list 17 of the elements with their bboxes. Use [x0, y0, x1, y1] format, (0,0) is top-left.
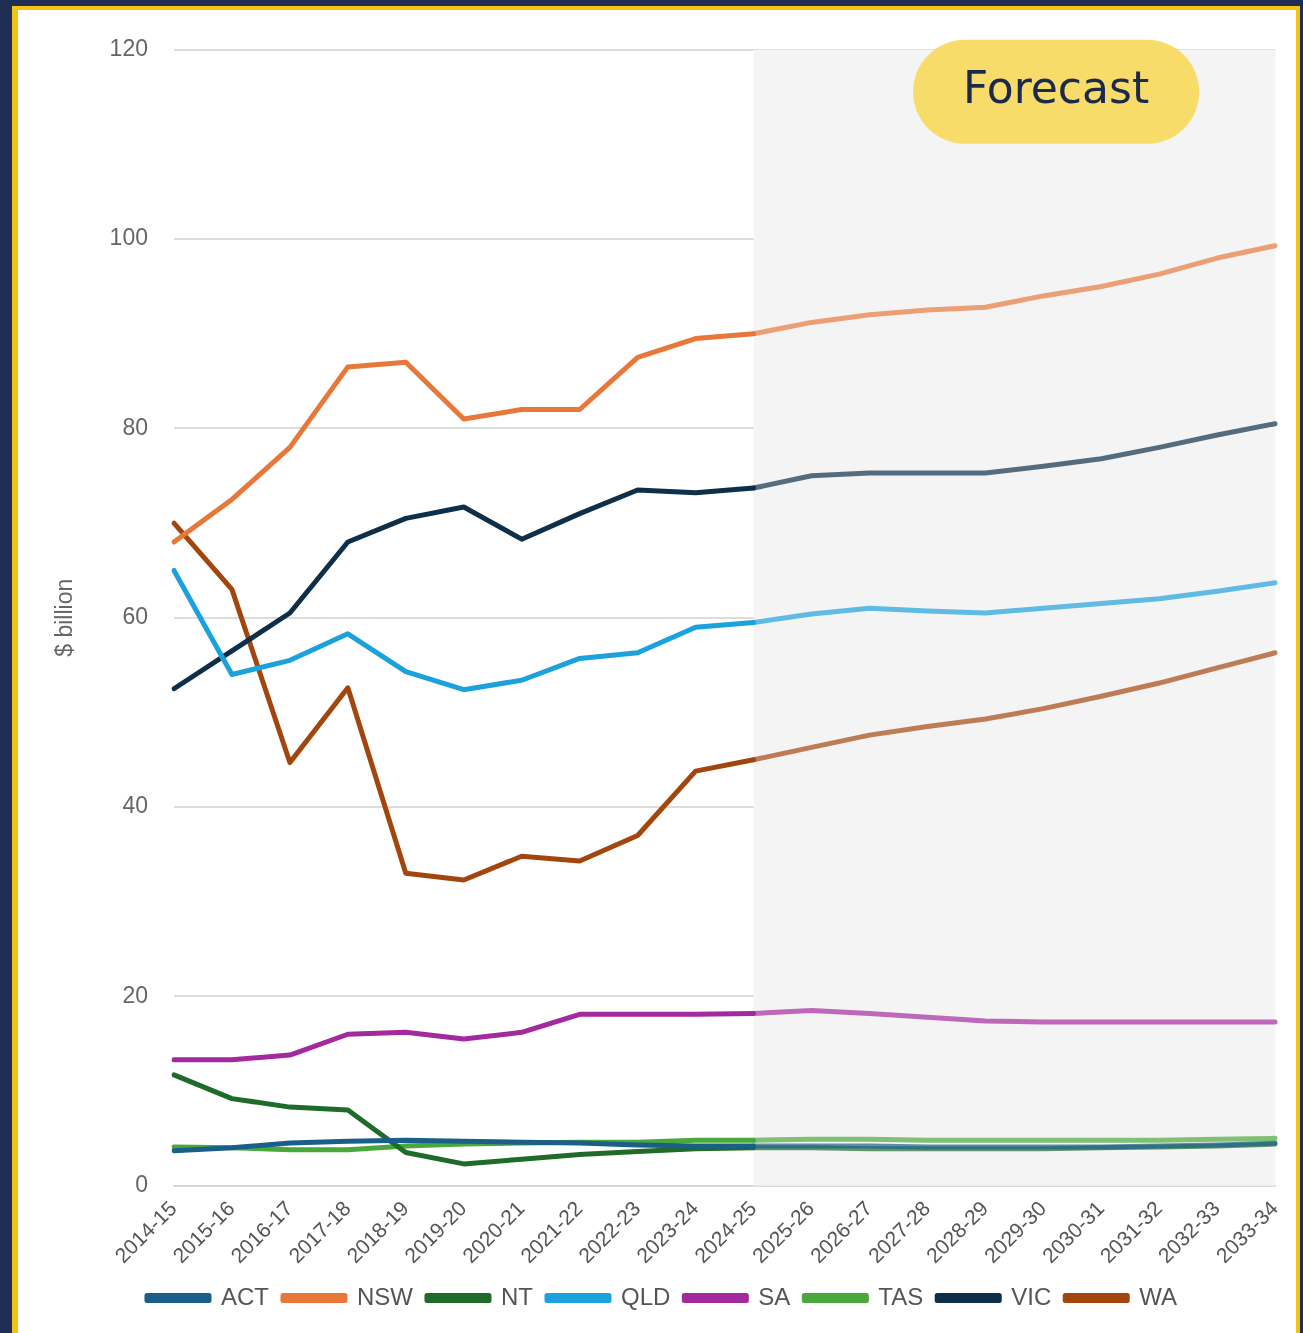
y-tick-label: 80	[122, 413, 148, 440]
legend-label: VIC	[1011, 1282, 1052, 1310]
y-tick-label: 100	[109, 224, 148, 251]
legend-label: TAS	[878, 1282, 924, 1310]
legend-label: WA	[1139, 1282, 1178, 1310]
legend-label: QLD	[620, 1282, 671, 1310]
y-tick-label: 40	[122, 792, 148, 819]
y-tick-label: 20	[122, 981, 148, 1008]
legend-label: SA	[758, 1282, 791, 1310]
y-axis-title: $ billion	[51, 578, 78, 657]
y-tick-label: 120	[109, 35, 148, 62]
y-tick-label: 0	[135, 1171, 148, 1198]
y-tick-label: 60	[122, 603, 148, 630]
legend-label: ACT	[220, 1282, 270, 1310]
legend-label: NSW	[356, 1282, 414, 1310]
band-label: Forecast	[963, 62, 1150, 114]
legend-label: NT	[500, 1282, 534, 1310]
